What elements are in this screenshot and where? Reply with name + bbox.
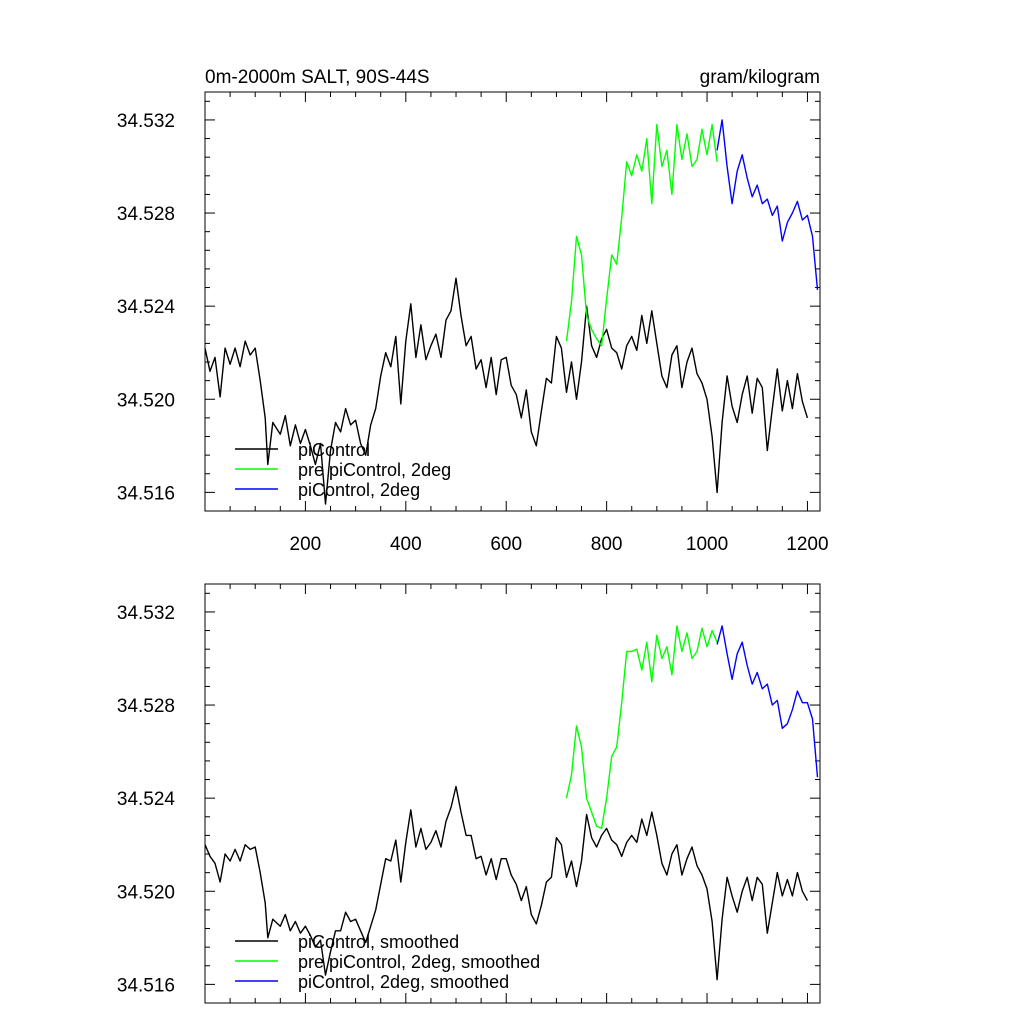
series-line — [565, 625, 718, 830]
y-tick-label: 34.516 — [117, 975, 175, 996]
y-tick-label: 34.528 — [117, 204, 175, 225]
top-panel: 0m-2000m SALT, 90S-44S gram/kilogram 200… — [117, 67, 829, 555]
y-tick-label: 34.520 — [117, 882, 175, 903]
panel-title: 0m-2000m SALT, 90S-44S — [205, 67, 430, 88]
legend-label: pre piControl, 2deg, smoothed — [298, 952, 540, 972]
x-tick-label: 400 — [390, 534, 422, 555]
x-tick-label: 1200 — [786, 534, 828, 555]
x-tick-label: 600 — [490, 534, 522, 555]
legend-label: pre piControl, 2deg — [298, 460, 451, 480]
series-line — [205, 277, 809, 505]
series-line — [716, 119, 819, 290]
series-line — [205, 785, 809, 981]
plot-frame — [204, 91, 821, 512]
y-tick-label: 34.524 — [117, 297, 176, 318]
legend-label: piControl — [298, 440, 370, 460]
y-tick-label: 34.520 — [117, 390, 175, 411]
y-tick-label: 34.532 — [117, 603, 175, 624]
x-tick-label: 800 — [591, 534, 623, 555]
legend-label: piControl, smoothed — [298, 932, 459, 952]
y-tick-label: 34.524 — [117, 789, 176, 810]
legend-label: piControl, 2deg, smoothed — [298, 972, 509, 992]
bottom-panel: 34.516 34.520 34.524 34.528 34.532 piControl,… — [117, 583, 821, 1004]
series-line — [565, 123, 718, 347]
y-tick-label: 34.516 — [117, 483, 175, 504]
y-tick-label: 34.528 — [117, 696, 175, 717]
legend-label: piControl, 2deg — [298, 480, 420, 500]
units-label: gram/kilogram — [700, 67, 820, 88]
x-tick-label: 200 — [290, 534, 322, 555]
y-tick-label: 34.532 — [117, 111, 175, 132]
x-tick-label: 1000 — [686, 534, 728, 555]
series-line — [716, 625, 819, 778]
plot-frame — [204, 583, 821, 1004]
